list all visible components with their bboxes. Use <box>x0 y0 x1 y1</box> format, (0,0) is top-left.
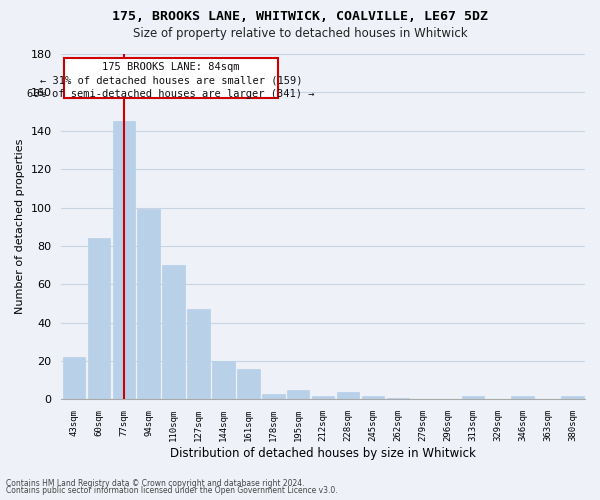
Bar <box>62 357 85 400</box>
Bar <box>337 392 359 400</box>
Text: 175, BROOKS LANE, WHITWICK, COALVILLE, LE67 5DZ: 175, BROOKS LANE, WHITWICK, COALVILLE, L… <box>112 10 488 23</box>
Bar <box>137 210 160 400</box>
Text: 175 BROOKS LANE: 84sqm: 175 BROOKS LANE: 84sqm <box>103 62 240 72</box>
Bar <box>88 238 110 400</box>
Text: 66% of semi-detached houses are larger (341) →: 66% of semi-detached houses are larger (… <box>28 88 315 99</box>
Bar <box>287 390 310 400</box>
Text: Contains public sector information licensed under the Open Government Licence v3: Contains public sector information licen… <box>6 486 338 495</box>
Bar <box>461 396 484 400</box>
Text: Contains HM Land Registry data © Crown copyright and database right 2024.: Contains HM Land Registry data © Crown c… <box>6 478 305 488</box>
Bar <box>113 121 135 400</box>
Bar <box>362 396 384 400</box>
Bar <box>511 396 534 400</box>
Bar <box>312 396 334 400</box>
Text: ← 31% of detached houses are smaller (159): ← 31% of detached houses are smaller (15… <box>40 75 302 85</box>
Bar <box>262 394 284 400</box>
Bar <box>387 398 409 400</box>
FancyBboxPatch shape <box>64 58 278 98</box>
Text: Size of property relative to detached houses in Whitwick: Size of property relative to detached ho… <box>133 28 467 40</box>
Bar <box>212 361 235 400</box>
Y-axis label: Number of detached properties: Number of detached properties <box>15 139 25 314</box>
Bar <box>237 369 260 400</box>
Bar <box>562 396 584 400</box>
Bar <box>187 310 210 400</box>
Bar <box>163 265 185 400</box>
X-axis label: Distribution of detached houses by size in Whitwick: Distribution of detached houses by size … <box>170 447 476 460</box>
